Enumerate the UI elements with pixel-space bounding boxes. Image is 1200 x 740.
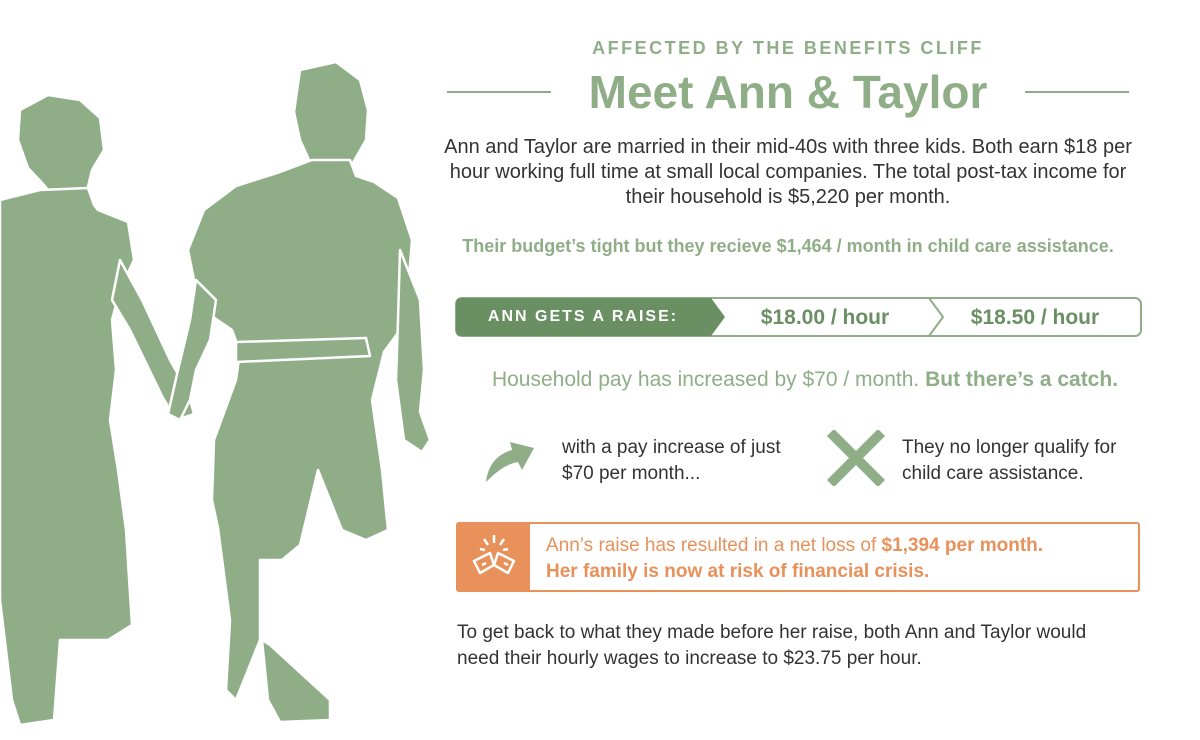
raise-bar-shape xyxy=(455,297,1142,337)
increase-text: Household pay has increased by $70 / mon… xyxy=(491,368,920,391)
budget-note: Their budget’s tight but they recieve $1… xyxy=(462,236,1114,256)
intro-line: Ann and Taylor are married in their mid-… xyxy=(444,136,1132,158)
title-row: Meet Ann & Taylor xyxy=(430,64,1146,120)
point-line: $70 per month... xyxy=(562,462,701,484)
point-line: child care assistance. xyxy=(902,462,1084,484)
raise-label: ANN GETS A RAISE: xyxy=(487,308,679,325)
footer-line: need their hourly wages to increase to $… xyxy=(457,648,922,669)
woman-figure xyxy=(0,93,196,727)
footer-paragraph: To get back to what they made before her… xyxy=(457,620,1147,672)
point-line: with a pay increase of just xyxy=(562,436,781,458)
raise-bar: ANN GETS A RAISE: $18.00 / hour $18.50 /… xyxy=(455,297,1142,337)
no-qualify-point: They no longer qualify for child care as… xyxy=(826,428,1117,491)
page-title: Meet Ann & Taylor xyxy=(588,66,988,118)
arrow-up-icon xyxy=(482,430,538,491)
alert-loss-amount: $1,394 per month. xyxy=(881,535,1044,556)
intro-line: their household is $5,220 per month. xyxy=(625,186,951,208)
point-line: They no longer qualify for xyxy=(902,436,1117,458)
man-figure xyxy=(166,60,432,724)
broken-piggy-bank-icon xyxy=(458,524,530,590)
raise-from-rate: $18.00 / hour xyxy=(760,306,890,329)
alert-loss-text: Ann’s raise has resulted in a net loss o… xyxy=(546,535,882,556)
couple-illustration xyxy=(0,0,440,735)
increase-statement: Household pay has increased by $70 / mon… xyxy=(430,368,1180,392)
pay-increase-point: with a pay increase of just $70 per mont… xyxy=(482,430,781,491)
intro-line: hour working full time at small local co… xyxy=(449,161,1127,183)
alert-risk-text: Her family is now at risk of financial c… xyxy=(546,561,930,582)
raise-to-rate: $18.50 / hour xyxy=(970,306,1100,329)
title-rule-left xyxy=(446,91,551,93)
footer-line: To get back to what they made before her… xyxy=(457,622,1087,643)
net-loss-alert: Ann’s raise has resulted in a net loss o… xyxy=(456,522,1140,592)
kicker-heading: AFFECTED BY THE BENEFITS CLIFF xyxy=(592,38,984,58)
intro-paragraph: Ann and Taylor are married in their mid-… xyxy=(430,135,1146,210)
x-mark-icon xyxy=(826,428,886,491)
title-rule-right xyxy=(1025,91,1130,93)
increase-catch: But there’s a catch. xyxy=(925,368,1119,391)
